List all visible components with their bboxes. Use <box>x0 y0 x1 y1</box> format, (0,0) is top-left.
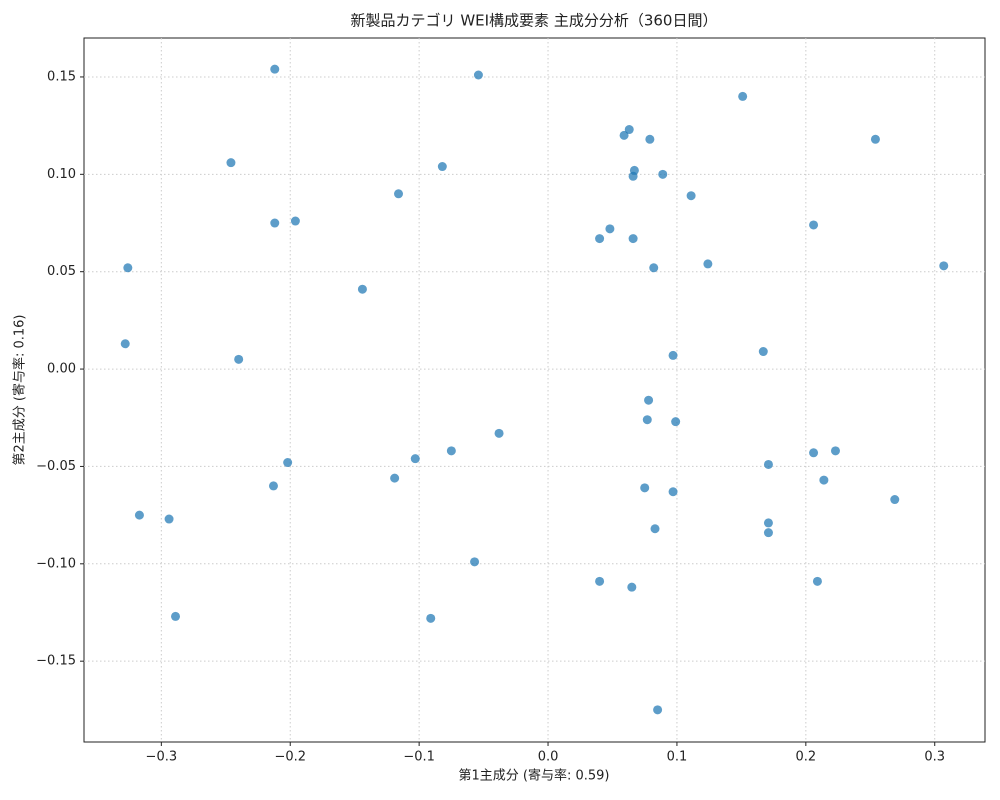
x-tick-label: −0.3 <box>146 750 178 765</box>
point <box>624 125 634 135</box>
point <box>595 576 605 586</box>
x-tick-label: 0.3 <box>924 750 945 765</box>
point <box>830 446 840 456</box>
point <box>642 415 652 425</box>
point <box>410 454 420 464</box>
point <box>671 417 681 427</box>
point <box>627 582 637 592</box>
point <box>446 446 456 456</box>
point <box>649 263 659 273</box>
x-axis-label: 第1主成分 (寄与率: 0.59) <box>458 768 609 784</box>
point <box>668 350 678 360</box>
point <box>394 189 404 199</box>
point <box>890 495 900 505</box>
x-tick-label: 0.1 <box>667 750 688 765</box>
point <box>870 134 880 144</box>
point <box>120 339 130 349</box>
point <box>668 487 678 497</box>
point <box>426 613 436 623</box>
point <box>628 171 638 181</box>
point <box>473 70 483 80</box>
y-tick-label: 0.05 <box>47 264 76 279</box>
point <box>123 263 133 273</box>
chart-title: 新製品カテゴリ WEI構成要素 主成分分析（360日間） <box>351 12 718 30</box>
y-tick-label: −0.10 <box>36 556 76 571</box>
y-axis-label: 第2主成分 (寄与率: 0.16) <box>12 314 28 465</box>
y-tick-label: 0.00 <box>47 362 76 377</box>
y-tick-label: −0.15 <box>36 654 76 669</box>
point <box>686 191 696 201</box>
point <box>437 162 447 172</box>
point <box>650 524 660 534</box>
x-tick-label: 0.0 <box>538 750 559 765</box>
point <box>763 518 773 528</box>
point <box>268 481 278 491</box>
point <box>134 510 144 520</box>
point <box>270 64 280 74</box>
point <box>703 259 713 269</box>
point <box>758 347 768 357</box>
point <box>812 576 822 586</box>
point <box>270 218 280 228</box>
point <box>619 130 629 140</box>
point <box>283 458 293 468</box>
point <box>357 284 367 294</box>
point <box>290 216 300 226</box>
point <box>494 428 504 438</box>
point <box>644 395 654 405</box>
x-tick-label: 0.2 <box>795 750 816 765</box>
point <box>939 261 949 271</box>
point <box>226 158 236 168</box>
point <box>605 224 615 234</box>
y-tick-label: −0.05 <box>36 459 76 474</box>
x-tick-label: −0.1 <box>403 750 435 765</box>
point <box>819 475 829 485</box>
point <box>390 473 400 483</box>
point <box>470 557 480 567</box>
point <box>171 611 181 621</box>
point <box>164 514 174 524</box>
point <box>595 234 605 244</box>
point <box>640 483 650 493</box>
point <box>653 705 663 715</box>
point <box>809 220 819 230</box>
y-tick-label: 0.15 <box>47 69 76 84</box>
point <box>738 91 748 101</box>
plot-frame <box>83 37 986 743</box>
point <box>628 234 638 244</box>
point <box>645 134 655 144</box>
point <box>763 528 773 538</box>
y-tick-label: 0.10 <box>47 167 76 182</box>
point <box>234 354 244 364</box>
x-tick-label: −0.2 <box>274 750 306 765</box>
point <box>763 459 773 469</box>
point <box>809 448 819 458</box>
point <box>658 169 668 179</box>
